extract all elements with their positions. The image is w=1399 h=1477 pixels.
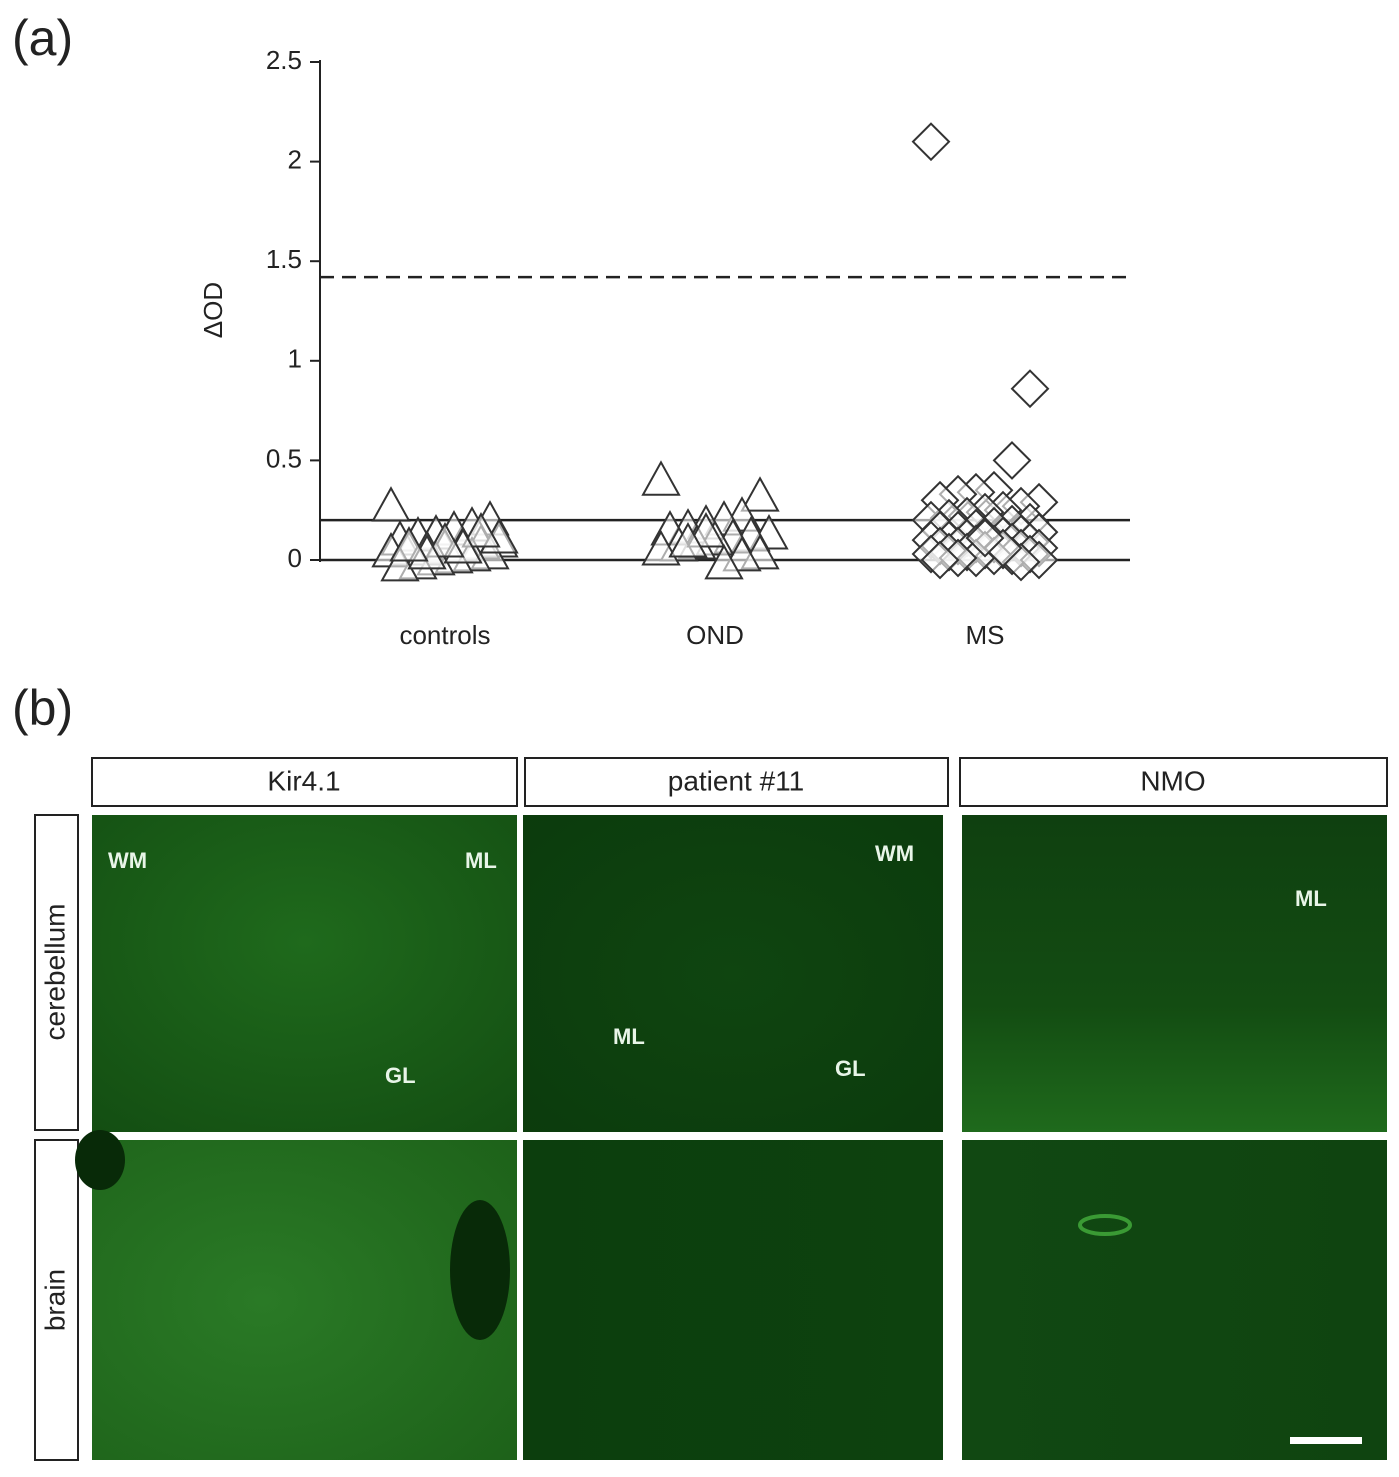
data-point [1010, 369, 1050, 409]
data-point [380, 545, 420, 582]
region-label: GL [385, 1063, 416, 1088]
data-point [911, 122, 951, 162]
column-header: NMO [1140, 765, 1205, 796]
row-header: brain [39, 1269, 70, 1331]
row-header-box [34, 814, 79, 1131]
data-point [461, 512, 501, 548]
data-point [668, 522, 708, 558]
region-label: ML [465, 848, 497, 873]
scale-bar [1290, 1437, 1362, 1444]
micrograph [92, 815, 517, 1132]
dark-region [450, 1200, 510, 1340]
column-header-box [91, 757, 518, 807]
region-label: WM [108, 848, 147, 873]
data-point [641, 460, 681, 496]
data-point [389, 525, 429, 562]
y-axis-label: ΔOD [198, 282, 228, 338]
region-label: WM [875, 841, 914, 866]
data-point [704, 543, 744, 580]
y-tick-label: 0.5 [266, 443, 302, 473]
micrograph [523, 1140, 943, 1460]
y-tick-label: 0 [288, 543, 302, 573]
row-header: cerebellum [39, 904, 70, 1041]
column-header: Kir4.1 [267, 765, 340, 796]
data-point [965, 518, 1005, 558]
data-point [740, 476, 780, 512]
dark-region [75, 1130, 125, 1190]
data-point [992, 440, 1032, 480]
region-label: ML [1295, 886, 1327, 911]
x-tick-label: controls [399, 620, 490, 650]
x-tick-label: MS [966, 620, 1005, 650]
panel-label: (b) [12, 680, 73, 736]
micrograph [962, 815, 1387, 1132]
micrograph [92, 1140, 517, 1460]
y-tick-label: 2 [288, 144, 302, 174]
micrograph [962, 1140, 1387, 1460]
panel-label: (a) [12, 10, 73, 66]
row-header-box [34, 1139, 79, 1461]
y-tick-label: 2.5 [266, 45, 302, 75]
data-point [425, 522, 465, 558]
region-label: GL [835, 1056, 866, 1081]
column-header-box [959, 757, 1388, 807]
column-header-box [524, 757, 949, 807]
image-grid: Kir4.1 patient #11 NMO cerebellum brain … [34, 757, 1388, 1461]
column-header: patient #11 [668, 765, 805, 796]
y-tick-label: 1.5 [266, 244, 302, 274]
data-point [920, 540, 960, 580]
micrograph [523, 815, 943, 1132]
x-tick-label: OND [686, 620, 744, 650]
y-tick-label: 1 [288, 344, 302, 374]
region-label: ML [613, 1024, 645, 1049]
scatter-plot: ΔOD 0 0.5 1 1.5 2 2.5 controls OND MS [198, 45, 1130, 650]
vessel [1078, 1214, 1132, 1236]
data-point [371, 486, 411, 522]
